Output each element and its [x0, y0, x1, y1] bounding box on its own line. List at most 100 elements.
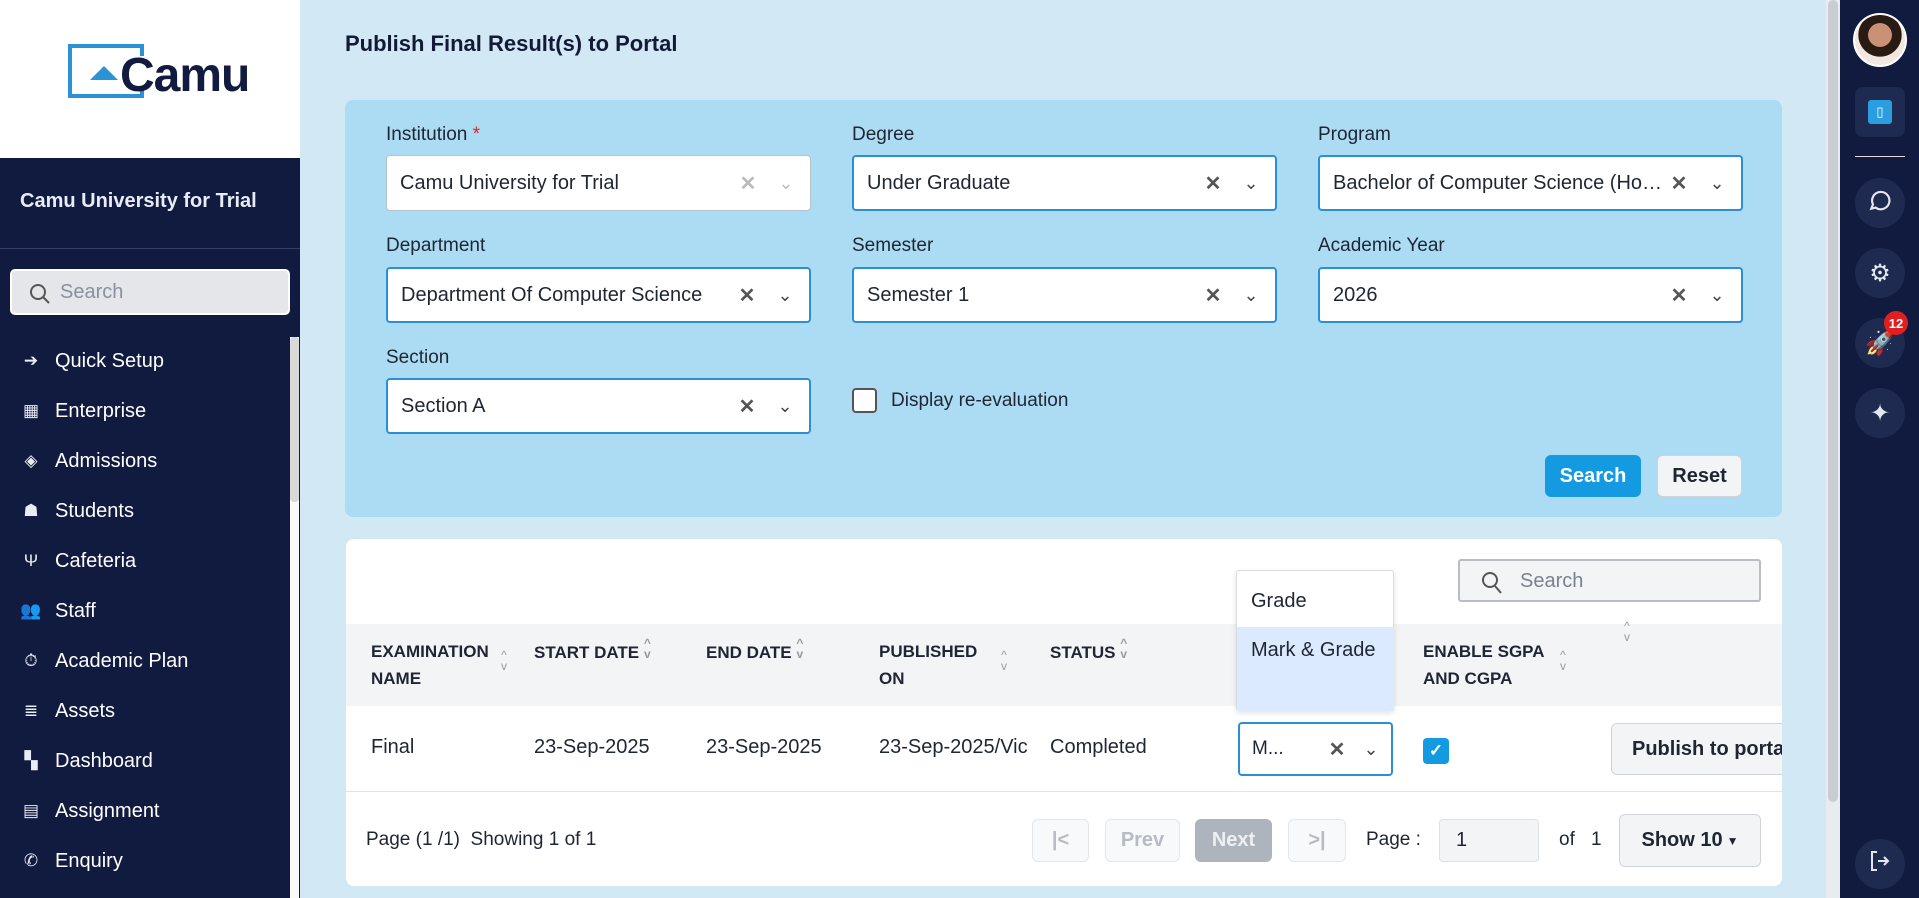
- sidebar-item-label: Enquiry: [55, 849, 123, 872]
- column-header-end-date[interactable]: END DATE ^ v: [706, 636, 804, 666]
- column-header-published-on[interactable]: PUBLISHED ON: [879, 638, 979, 692]
- clear-icon[interactable]: ✕: [738, 284, 756, 307]
- column-header-start-date[interactable]: START DATE ^ v: [534, 636, 651, 666]
- clear-icon[interactable]: ✕: [1670, 284, 1688, 307]
- table-search-placeholder: Search: [1520, 570, 1584, 592]
- next-page-button[interactable]: Next: [1195, 819, 1272, 862]
- sidebar-item-students[interactable]: ☗ Students: [0, 489, 290, 533]
- clear-icon[interactable]: ✕: [1204, 284, 1222, 307]
- academic-year-select[interactable]: 2026 ✕ ⌄: [1318, 267, 1743, 323]
- degree-select[interactable]: Under Graduate ✕ ⌄: [852, 155, 1277, 211]
- clear-icon[interactable]: ✕: [739, 172, 757, 195]
- column-header-examination-name[interactable]: EXAMINATION NAME: [371, 638, 491, 692]
- sparkle-button[interactable]: ✦: [1855, 388, 1905, 438]
- institution-select[interactable]: Camu University for Trial ✕ ⌄: [386, 155, 811, 211]
- first-page-button[interactable]: |<: [1032, 819, 1089, 862]
- table-search-input[interactable]: Search: [1458, 559, 1761, 602]
- search-button[interactable]: Search: [1545, 455, 1641, 497]
- sidebar-item-staff[interactable]: 👥 Staff: [0, 589, 290, 633]
- clear-icon[interactable]: ✕: [738, 395, 756, 418]
- institution-label-text: Institution: [386, 124, 468, 145]
- row-divider: [346, 791, 1782, 792]
- reevaluation-checkbox[interactable]: [852, 388, 877, 413]
- sidebar-item-label: Quick Setup: [55, 349, 164, 372]
- sidebar-item-quick-setup[interactable]: ➔ Quick Setup: [0, 339, 290, 383]
- clear-icon[interactable]: ✕: [1670, 172, 1688, 195]
- publish-to-portal-button[interactable]: Publish to portal: [1611, 723, 1782, 775]
- department-select[interactable]: Department Of Computer Science ✕ ⌄: [386, 267, 811, 323]
- ticket-icon: ◈: [24, 451, 38, 470]
- clear-icon[interactable]: ✕: [1328, 738, 1346, 761]
- chevron-down-icon[interactable]: ⌄: [1363, 738, 1379, 759]
- chevron-down-icon[interactable]: ⌄: [777, 395, 793, 416]
- main-scrollbar-thumb[interactable]: [1828, 0, 1838, 802]
- logo-text: Camu: [120, 49, 250, 102]
- result-type-select[interactable]: M... ✕ ⌄: [1238, 722, 1393, 776]
- dropdown-option-mark-and-grade[interactable]: Mark & Grade: [1237, 627, 1394, 711]
- sidebar-item-academic-plan[interactable]: ⏱ Academic Plan: [0, 639, 290, 683]
- prev-page-button[interactable]: Prev: [1105, 819, 1180, 862]
- sidebar-item-cafeteria[interactable]: Ψ Cafeteria: [0, 539, 290, 583]
- column-header-enable-sgpa-cgpa[interactable]: ENABLE SGPA AND CGPA: [1423, 638, 1548, 692]
- page-size-label: Show 10: [1641, 829, 1723, 851]
- chevron-down-icon[interactable]: ⌄: [778, 172, 794, 193]
- stopwatch-icon: ⏱: [24, 651, 38, 670]
- sidebar-item-label: Assignment: [55, 799, 160, 822]
- sort-icon[interactable]: ^ v: [501, 648, 507, 673]
- logout-button[interactable]: [1855, 839, 1905, 889]
- sidebar-item-enquiry[interactable]: ✆ Enquiry: [0, 839, 290, 883]
- result-type-dropdown: Grade Mark & Grade: [1236, 570, 1394, 711]
- sidebar-item-admissions[interactable]: ◈ Admissions: [0, 439, 290, 483]
- reset-button[interactable]: Reset: [1657, 455, 1742, 497]
- sgpa-checkbox-checked[interactable]: ✓: [1423, 738, 1449, 764]
- program-select[interactable]: Bachelor of Computer Science (Hons) ✕ ⌄: [1318, 155, 1743, 211]
- sidebar-scrollbar[interactable]: [290, 337, 299, 898]
- semester-select[interactable]: Semester 1 ✕ ⌄: [852, 267, 1277, 323]
- dropdown-option-grade[interactable]: Grade: [1251, 590, 1307, 612]
- sort-icon[interactable]: ^ v: [1624, 619, 1630, 644]
- reevaluation-label[interactable]: Display re-evaluation: [891, 390, 1069, 411]
- chat-button[interactable]: [1855, 178, 1905, 228]
- notification-badge: 12: [1884, 311, 1908, 335]
- chevron-down-icon[interactable]: ⌄: [1243, 284, 1259, 305]
- logo[interactable]: Camu: [0, 0, 300, 158]
- sidebar-scrollbar-thumb[interactable]: [290, 337, 299, 502]
- sort-icon[interactable]: ^ v: [796, 636, 804, 661]
- pagination-summary: Page (1 /1) Showing 1 of 1: [366, 829, 597, 850]
- semester-label: Semester: [852, 235, 934, 256]
- sort-icon[interactable]: ^ v: [643, 636, 651, 661]
- sidebar-item-dashboard[interactable]: ▚ Dashboard: [0, 739, 290, 783]
- chevron-down-icon[interactable]: ⌄: [777, 284, 793, 305]
- sidebar-search-input[interactable]: Search: [10, 269, 290, 315]
- sort-icon[interactable]: ^ v: [1001, 648, 1007, 673]
- settings-button[interactable]: ⚙: [1855, 248, 1905, 298]
- utensils-icon: Ψ: [23, 551, 39, 570]
- sort-icon[interactable]: ^ v: [1560, 648, 1566, 673]
- page-size-dropdown[interactable]: Show 10 ▼: [1619, 814, 1761, 867]
- sidebar-item-assets[interactable]: ≣ Assets: [0, 689, 290, 733]
- sidebar-item-assignment[interactable]: ▤ Assignment: [0, 789, 290, 833]
- last-page-button[interactable]: >|: [1288, 819, 1346, 862]
- chevron-down-icon[interactable]: ⌄: [1243, 172, 1259, 193]
- avatar[interactable]: [1853, 13, 1907, 67]
- section-label: Section: [386, 347, 450, 368]
- sort-icon[interactable]: ^ v: [1120, 636, 1128, 661]
- logo-arrow-icon: [90, 66, 118, 80]
- total-pages: 1: [1591, 829, 1602, 850]
- sign-in-icon: ➔: [23, 351, 39, 370]
- semester-value: Semester 1: [867, 283, 970, 306]
- section-select[interactable]: Section A ✕ ⌄: [386, 378, 811, 434]
- department-value: Department Of Computer Science: [401, 283, 703, 306]
- sidebar-item-label: Academic Plan: [55, 649, 189, 672]
- sidebar: Camu Camu University for Trial Search ➔ Q…: [0, 0, 300, 898]
- book-button[interactable]: ▯: [1855, 87, 1905, 137]
- sidebar-item-enterprise[interactable]: ▦ Enterprise: [0, 389, 290, 433]
- column-header-status[interactable]: STATUS ^ v: [1050, 636, 1128, 666]
- sidebar-item-label: Assets: [55, 699, 116, 722]
- chevron-down-icon[interactable]: ⌄: [1709, 172, 1725, 193]
- page-number-input[interactable]: 1: [1439, 819, 1539, 862]
- header-label: END DATE: [706, 643, 792, 662]
- institution-value: Camu University for Trial: [400, 171, 619, 194]
- chevron-down-icon[interactable]: ⌄: [1709, 284, 1725, 305]
- clear-icon[interactable]: ✕: [1204, 172, 1222, 195]
